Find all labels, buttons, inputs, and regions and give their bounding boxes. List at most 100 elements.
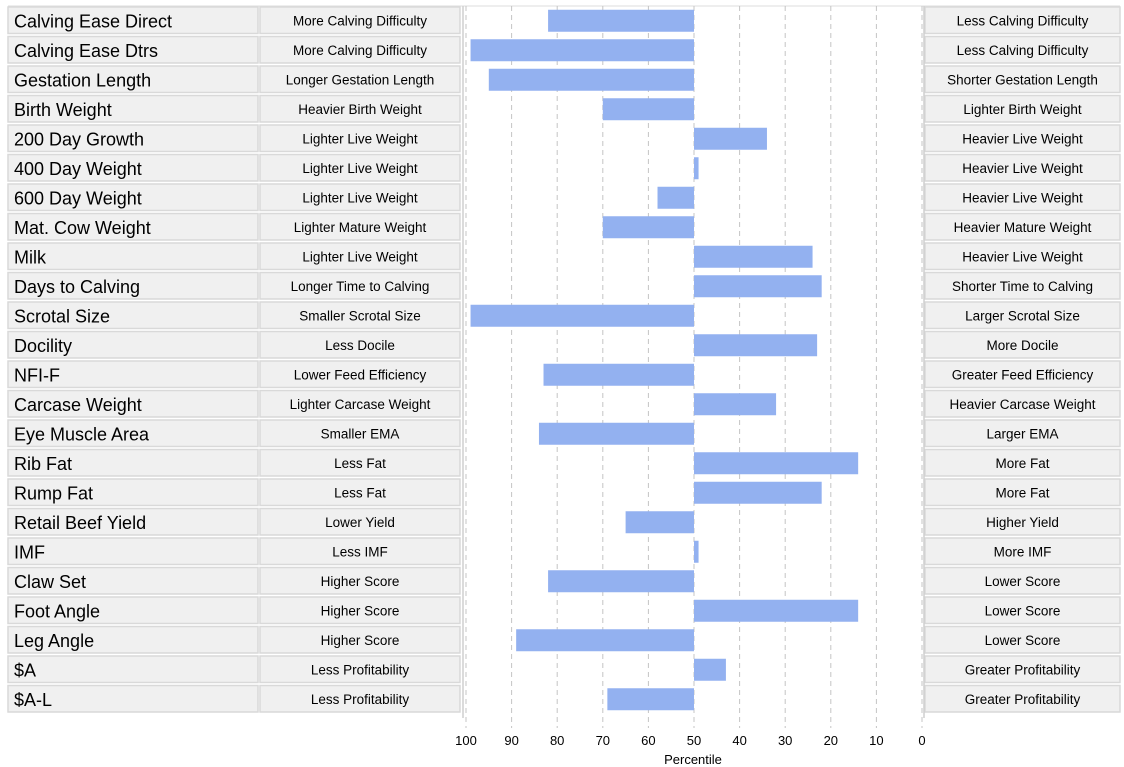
trait-label: 200 Day Growth — [14, 129, 144, 149]
trait-cell — [7, 625, 259, 654]
bar — [625, 511, 694, 534]
right-cell — [924, 537, 1121, 566]
trait-label: Retail Beef Yield — [14, 513, 146, 533]
left-description: Lighter Carcase Weight — [290, 397, 431, 412]
left-cell — [259, 419, 461, 448]
right-cell — [924, 271, 1121, 300]
trait-label: $A-L — [14, 690, 52, 710]
left-description: Lighter Mature Weight — [294, 220, 427, 235]
right-description: More Fat — [995, 486, 1049, 501]
right-description: Lower Score — [985, 574, 1061, 589]
trait-cell — [7, 301, 259, 330]
left-description: Less Fat — [334, 456, 386, 471]
left-cell — [259, 507, 461, 536]
right-description: Lower Score — [985, 633, 1061, 648]
bar — [694, 599, 859, 622]
x-tick-label: 10 — [869, 733, 883, 748]
trait-cell — [7, 94, 259, 123]
right-description: Higher Yield — [986, 515, 1059, 530]
right-cell — [924, 596, 1121, 625]
right-cell — [924, 360, 1121, 389]
left-description: Less Docile — [325, 338, 395, 353]
left-cell — [259, 271, 461, 300]
bar — [516, 629, 694, 652]
left-cell — [259, 566, 461, 595]
left-description: Less Profitability — [311, 663, 410, 678]
trait-label: Calving Ease Direct — [14, 11, 172, 31]
bar — [694, 393, 777, 416]
right-description: Larger EMA — [986, 427, 1058, 442]
left-description: More Calving Difficulty — [293, 14, 427, 29]
x-tick-label: 80 — [550, 733, 564, 748]
trait-cell — [7, 35, 259, 64]
trait-cell — [7, 6, 259, 35]
x-tick-label: 0 — [918, 733, 925, 748]
left-cell — [259, 183, 461, 212]
left-description: Longer Gestation Length — [286, 73, 435, 88]
x-tick-label: 90 — [504, 733, 518, 748]
right-description: Heavier Mature Weight — [954, 220, 1092, 235]
right-description: More Fat — [995, 456, 1049, 471]
left-description: Lighter Live Weight — [302, 191, 418, 206]
left-cell — [259, 124, 461, 153]
right-cell — [924, 94, 1121, 123]
trait-label: Eye Muscle Area — [14, 424, 150, 444]
trait-cell — [7, 212, 259, 241]
bar — [538, 422, 694, 445]
bar — [548, 570, 694, 593]
right-description: Shorter Time to Calving — [952, 279, 1093, 294]
trait-cell — [7, 478, 259, 507]
bar — [694, 334, 818, 357]
left-cell — [259, 625, 461, 654]
x-axis-title: Percentile — [664, 752, 722, 767]
left-description: Heavier Birth Weight — [298, 102, 422, 117]
left-cell — [259, 448, 461, 477]
trait-cell — [7, 271, 259, 300]
trait-cell — [7, 65, 259, 94]
left-cell — [259, 6, 461, 35]
x-tick-label: 20 — [824, 733, 838, 748]
x-tick-label: 30 — [778, 733, 792, 748]
left-description: Lighter Live Weight — [302, 132, 418, 147]
trait-label: Scrotal Size — [14, 306, 110, 326]
trait-cell — [7, 596, 259, 625]
right-cell — [924, 625, 1121, 654]
right-cell — [924, 6, 1121, 35]
left-description: Less Profitability — [311, 692, 410, 707]
right-cell — [924, 330, 1121, 359]
trait-cell — [7, 537, 259, 566]
trait-label: Foot Angle — [14, 601, 100, 621]
trait-label: Leg Angle — [14, 631, 94, 651]
left-cell — [259, 655, 461, 684]
trait-cell — [7, 183, 259, 212]
bar — [607, 688, 694, 711]
bar — [694, 157, 699, 180]
trait-label: Calving Ease Dtrs — [14, 41, 158, 61]
trait-label: IMF — [14, 542, 45, 562]
left-description: Less Fat — [334, 486, 386, 501]
right-description: Greater Profitability — [965, 692, 1081, 707]
right-description: Greater Feed Efficiency — [952, 368, 1094, 383]
left-description: Smaller EMA — [321, 427, 400, 442]
left-description: Smaller Scrotal Size — [299, 309, 421, 324]
x-tick-label: 50 — [687, 733, 701, 748]
bar — [548, 9, 694, 32]
bar — [488, 68, 694, 91]
right-description: More Docile — [986, 338, 1058, 353]
right-cell — [924, 478, 1121, 507]
left-description: Lighter Live Weight — [302, 161, 418, 176]
trait-label: NFI-F — [14, 365, 60, 385]
left-cell — [259, 94, 461, 123]
right-cell — [924, 35, 1121, 64]
trait-label: Claw Set — [14, 572, 86, 592]
trait-cell — [7, 124, 259, 153]
background-layer — [7, 5, 1121, 718]
left-cell — [259, 301, 461, 330]
right-cell — [924, 389, 1121, 418]
right-description: Heavier Live Weight — [962, 161, 1083, 176]
left-description: Higher Score — [321, 574, 400, 589]
trait-cell — [7, 655, 259, 684]
left-cell — [259, 596, 461, 625]
